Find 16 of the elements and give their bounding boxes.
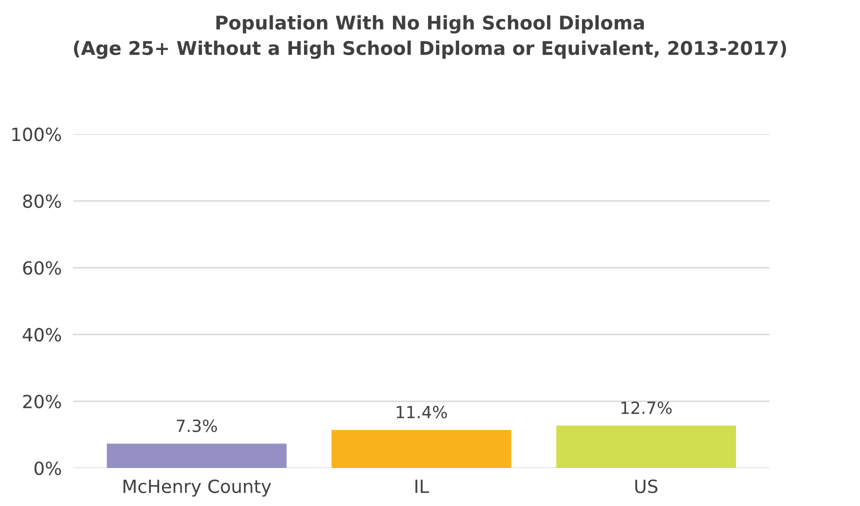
bar xyxy=(332,430,512,468)
y-tick-label: 60% xyxy=(23,261,61,275)
y-tick-label: 20% xyxy=(23,394,61,408)
y-tick-label: 80% xyxy=(23,194,61,208)
bar xyxy=(106,444,287,468)
bar xyxy=(556,426,736,468)
data-label: 12.7% xyxy=(621,401,672,414)
data-label: 7.3% xyxy=(176,420,217,432)
data-label: 11.4% xyxy=(396,406,447,418)
y-tick-label: 0% xyxy=(34,462,61,476)
y-tick-label: 40% xyxy=(22,328,61,342)
chart-title: Population With No High School Diploma (Age 25+ Without a High School Diploma or Equivalent, 2013-2017) xyxy=(74,15,786,59)
x-tick-label: McHenry County xyxy=(124,479,272,497)
x-tick-label: IL xyxy=(415,480,429,493)
x-tick-label: US xyxy=(635,479,658,494)
y-tick-label: 100% xyxy=(12,128,61,142)
